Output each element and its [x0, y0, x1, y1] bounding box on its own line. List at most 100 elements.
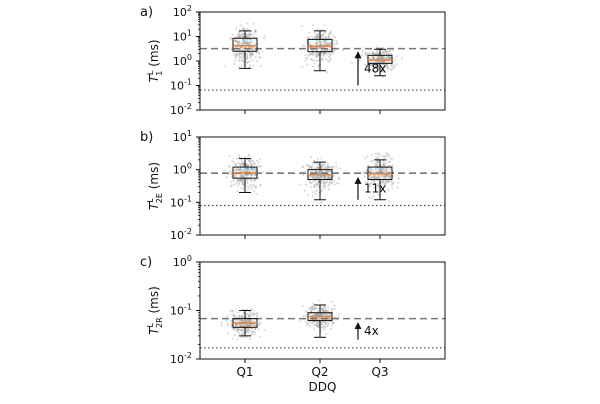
data-point	[385, 64, 388, 67]
data-point	[313, 159, 316, 162]
data-point	[391, 67, 394, 70]
data-point	[317, 313, 320, 316]
data-point	[241, 332, 244, 335]
data-point	[246, 329, 249, 332]
data-point	[237, 58, 240, 61]
data-point	[378, 60, 381, 64]
data-point	[384, 184, 387, 187]
data-point	[311, 53, 314, 56]
data-point	[324, 176, 327, 179]
x-tick-label: Q3	[371, 365, 388, 379]
data-point	[236, 329, 239, 332]
data-point	[320, 165, 323, 168]
data-point	[333, 307, 336, 310]
data-point	[382, 162, 385, 165]
data-point	[247, 189, 250, 192]
data-point	[377, 66, 380, 69]
data-point	[256, 311, 259, 314]
data-point	[377, 66, 380, 69]
data-point	[318, 171, 321, 174]
data-point	[331, 324, 334, 327]
data-point	[321, 181, 324, 184]
y-tick-base: 10	[170, 353, 184, 366]
data-point	[323, 175, 326, 178]
data-point	[252, 64, 255, 67]
data-point	[256, 159, 259, 162]
data-point	[243, 38, 246, 41]
data-point	[368, 184, 371, 188]
data-point	[328, 165, 331, 168]
data-point	[301, 65, 304, 68]
y-tick-exponent: 0	[187, 53, 192, 62]
data-point	[250, 180, 253, 183]
y-tick-base: 10	[170, 80, 184, 93]
data-point	[380, 56, 383, 60]
data-point	[326, 59, 329, 62]
data-point	[329, 53, 332, 57]
data-point	[316, 166, 319, 170]
data-point	[246, 42, 249, 45]
data-point	[241, 314, 244, 317]
data-point	[242, 329, 245, 332]
data-point	[237, 161, 241, 164]
data-point	[234, 39, 237, 42]
data-point	[383, 49, 387, 53]
data-point	[240, 174, 243, 177]
data-point	[317, 52, 320, 55]
data-point	[395, 62, 398, 65]
data-point	[314, 36, 317, 40]
data-point	[252, 313, 255, 316]
arrow-head	[354, 51, 362, 59]
data-point	[386, 63, 389, 67]
data-point	[315, 54, 318, 57]
data-point	[240, 160, 243, 163]
data-point	[251, 52, 255, 55]
data-point	[312, 321, 315, 324]
data-point	[372, 186, 375, 189]
data-point	[310, 166, 313, 169]
data-point	[392, 182, 395, 185]
data-point	[365, 66, 368, 69]
data-point	[327, 188, 330, 191]
data-point	[386, 168, 389, 171]
data-point	[386, 53, 389, 56]
data-point	[317, 53, 320, 56]
data-point	[316, 176, 319, 179]
data-point	[316, 324, 319, 327]
data-point	[392, 181, 395, 184]
data-point	[325, 323, 328, 326]
data-point	[231, 313, 234, 316]
data-point	[319, 176, 322, 179]
data-point	[377, 177, 380, 180]
data-point	[238, 42, 241, 45]
data-point	[243, 175, 246, 178]
data-point	[240, 319, 243, 322]
data-point	[239, 52, 242, 55]
data-point	[388, 57, 391, 60]
data-point	[316, 185, 320, 188]
data-point	[254, 184, 257, 187]
data-point	[312, 185, 315, 188]
data-point	[241, 330, 244, 333]
data-point	[246, 167, 249, 170]
data-point	[309, 166, 312, 169]
data-point	[370, 170, 373, 173]
data-point	[315, 321, 318, 324]
data-point	[369, 176, 372, 179]
data-point	[246, 182, 249, 185]
data-point	[238, 324, 241, 327]
data-point	[254, 30, 257, 33]
data-point	[250, 38, 253, 41]
data-point	[323, 32, 326, 35]
data-point	[320, 189, 323, 193]
data-point	[378, 167, 382, 171]
data-point	[239, 46, 242, 49]
data-point	[253, 333, 256, 336]
data-point	[237, 184, 240, 187]
data-point	[390, 68, 393, 71]
arrow-head	[354, 176, 362, 184]
y-tick-label: 101	[173, 29, 192, 44]
data-point	[336, 42, 339, 45]
data-point	[381, 65, 384, 69]
